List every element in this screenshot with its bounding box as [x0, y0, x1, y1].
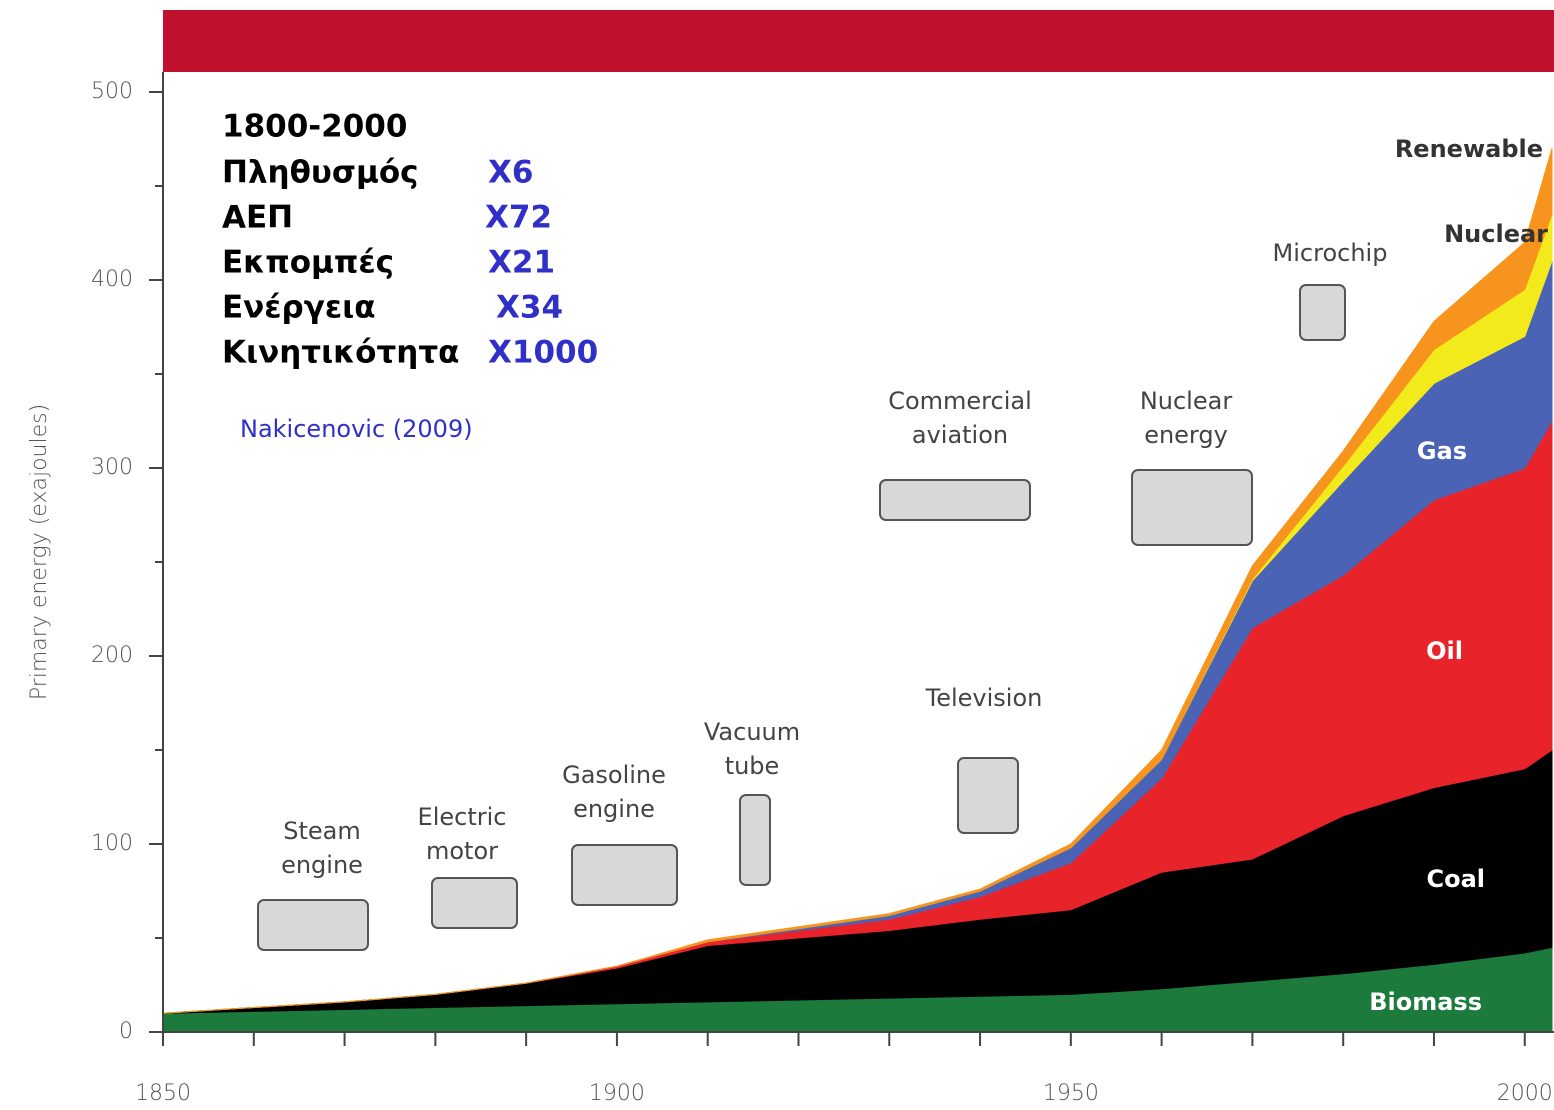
- annotation: energy: [1144, 421, 1228, 449]
- annotation: Commercial: [888, 387, 1032, 415]
- annotation: Vacuum: [704, 718, 800, 746]
- series-label: Gas: [1417, 437, 1467, 465]
- y-tick-label: 300: [91, 455, 133, 480]
- text-box-value: X21: [488, 245, 555, 281]
- annotation: motor: [426, 837, 498, 865]
- series-label: Coal: [1426, 865, 1485, 893]
- annotation: Microchip: [1273, 239, 1388, 267]
- annotation-icon: [1131, 469, 1253, 546]
- annotation: Nuclear: [1140, 387, 1233, 415]
- y-tick-label: 100: [91, 831, 133, 856]
- annotation: tube: [725, 752, 780, 780]
- y-axis-label: Primary energy (exajoules): [27, 404, 52, 700]
- source: Nakicenovic (2009): [240, 415, 473, 443]
- text-box-value: X72: [485, 200, 552, 236]
- y-tick-label: 400: [91, 267, 133, 292]
- annotation: engine: [281, 851, 363, 879]
- header-band: [163, 10, 1554, 72]
- annotation: engine: [573, 795, 655, 823]
- x-tick-label: 1850: [135, 1081, 191, 1106]
- annotation-icon: [571, 844, 678, 906]
- text-box-label: Εκπομπές: [222, 245, 394, 281]
- y-tick-label: 200: [91, 643, 133, 668]
- area-renewable: [162, 148, 1553, 1014]
- annotation-icon: [739, 794, 771, 886]
- annotation-icon: [1299, 284, 1346, 341]
- series-label: Nuclear: [1444, 220, 1548, 248]
- text-box-label: Πληθυσμός: [222, 155, 419, 191]
- annotation-icon: [257, 899, 369, 951]
- text-box-value: X6: [488, 155, 533, 191]
- annotation-icon: [957, 757, 1019, 834]
- annotation: aviation: [912, 421, 1008, 449]
- annotation: Steam: [283, 817, 361, 845]
- annotation: Television: [925, 684, 1043, 712]
- annotation: Electric: [418, 803, 507, 831]
- y-tick-label: 500: [91, 79, 133, 104]
- series-label: Oil: [1426, 637, 1463, 665]
- text-box-value: X34: [496, 290, 563, 326]
- annotation-icon: [431, 877, 518, 929]
- text-box-value: X1000: [488, 335, 598, 371]
- x-tick-label: 1900: [589, 1081, 645, 1106]
- annotation-icon: [879, 479, 1031, 521]
- x-tick-label: 1950: [1043, 1081, 1099, 1106]
- series-label: Biomass: [1369, 988, 1482, 1016]
- text-box-title: 1800-2000: [222, 109, 407, 145]
- text-box-label: ΑΕΠ: [222, 200, 293, 236]
- y-tick-label: 0: [119, 1019, 133, 1044]
- text-box-label: Ενέργεια: [222, 290, 376, 326]
- series-label: Renewable: [1395, 135, 1543, 163]
- annotation: Gasoline: [562, 761, 666, 789]
- text-box-label: Κινητικότητα: [222, 335, 459, 371]
- x-tick-label: 2000: [1497, 1081, 1553, 1106]
